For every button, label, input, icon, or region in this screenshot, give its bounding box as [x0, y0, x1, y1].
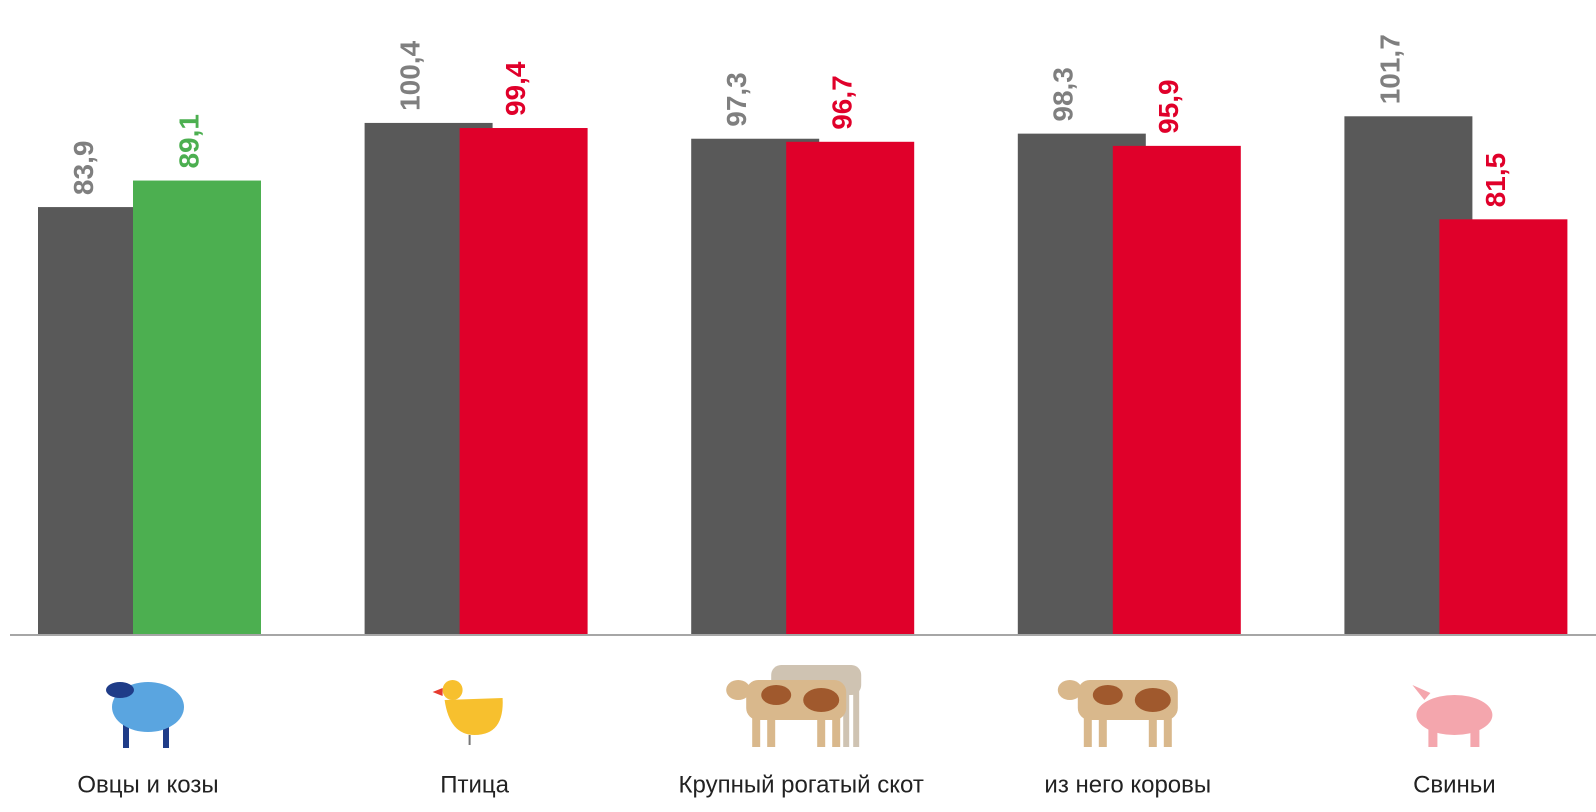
icon-part [767, 715, 775, 747]
icon-part [1164, 715, 1172, 747]
icon-part [433, 688, 443, 696]
category-label: Крупный рогатый скот [679, 771, 924, 798]
icon-part [726, 680, 750, 700]
icon-part [1058, 680, 1082, 700]
value-label: 98,3 [1048, 67, 1079, 122]
page: {"chart_data": {"type": "bar", "categori… [0, 0, 1596, 812]
value-label: 89,1 [173, 114, 204, 169]
value-label: 95,9 [1153, 79, 1184, 134]
icon-part [443, 680, 463, 700]
icon-part [106, 682, 134, 698]
icon-part [1099, 715, 1107, 747]
icon-part [1416, 695, 1492, 735]
icon-part [1149, 715, 1157, 747]
icon-part [1470, 725, 1479, 747]
category-icon [1058, 680, 1178, 747]
value-label: 100,4 [394, 40, 425, 110]
icon-part [817, 715, 825, 747]
value-label: 97,3 [721, 72, 752, 127]
icon-part [853, 690, 859, 747]
category-label: из него коровы [1044, 771, 1211, 798]
category-icon [106, 682, 184, 748]
category-icon [726, 665, 861, 747]
bar [786, 142, 914, 635]
value-label: 83,9 [68, 141, 99, 196]
icon-part [803, 688, 839, 712]
category-label: Птица [440, 771, 509, 798]
bar [460, 128, 588, 635]
category-label: Свиньи [1413, 771, 1496, 798]
category-icon [1412, 685, 1492, 747]
value-label: 99,4 [500, 61, 531, 116]
icon-part [752, 715, 760, 747]
bar [1113, 146, 1241, 635]
icon-part [761, 685, 791, 705]
icon-part [1135, 688, 1171, 712]
bar [1439, 219, 1567, 635]
icon-part [1093, 685, 1123, 705]
category-label: Овцы и козы [77, 771, 218, 798]
value-label: 101,7 [1374, 34, 1405, 104]
value-label: 96,7 [827, 75, 858, 130]
icon-part [1428, 725, 1437, 747]
category-icon [433, 680, 503, 745]
icon-part [1084, 715, 1092, 747]
icon-part [1412, 685, 1430, 700]
chart: 83,9 89,1 Овцы и козы 100,4 99,4 Птица 97,3 96,… [0, 0, 1596, 812]
value-label: 81,5 [1480, 153, 1511, 208]
icon-part [445, 698, 503, 735]
bar [133, 181, 261, 635]
icon-part [832, 715, 840, 747]
